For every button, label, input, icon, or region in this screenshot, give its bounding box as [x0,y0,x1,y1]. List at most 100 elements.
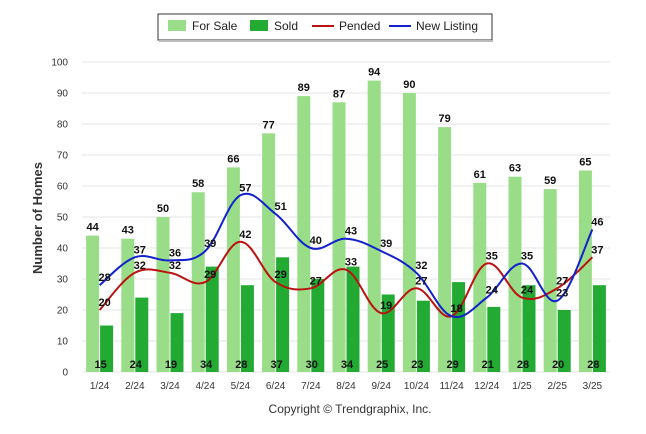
sold-label: 15 [94,359,106,371]
pended-label: 32 [134,260,146,272]
sold-bar [100,325,114,372]
x-axis-ticks: 1/24 2/24 3/24 4/24 5/24 6/24 7/24 8/24 9/24 10/2… [90,381,603,392]
for-sale-label: 87 [333,88,345,100]
y-tick-label: 0 [62,368,68,379]
y-axis-ticks: 0 10 20 30 40 50 60 70 80 90 100 [51,58,68,379]
y-tick-label: 60 [57,182,69,193]
for-sale-bar [578,170,592,372]
sold-bar [557,310,571,372]
y-tick-label: 20 [57,306,69,317]
pended-label: 35 [486,251,498,263]
pended-label: 37 [591,244,603,256]
sold-label: 28 [587,359,599,371]
new-listing-label: 23 [556,288,568,300]
for-sale-label: 59 [544,175,556,187]
for-sale-bar [226,167,240,372]
sold-label: 28 [517,359,529,371]
y-tick-label: 30 [57,275,69,286]
pended-label: 27 [556,275,568,287]
new-listing-label: 36 [169,247,181,259]
new-listing-label: 46 [591,216,603,228]
for-sale-label: 90 [403,79,415,91]
lines [98,192,594,319]
pended-label: 18 [450,303,462,315]
sold-label: 25 [376,359,388,371]
for-sale-bar [262,133,276,372]
sold-bar [276,257,290,372]
pended-label: 27 [415,275,427,287]
for-sale-bar [473,182,487,372]
for-sale-bar [86,235,100,372]
new-listing-label: 51 [274,201,286,213]
sold-bar [487,306,501,372]
sold-label: 37 [270,359,282,371]
new-listing-label: 37 [134,244,146,256]
y-tick-label: 80 [57,120,69,131]
for-sale-label: 79 [438,113,450,125]
x-tick-label: 10/24 [404,381,429,392]
for-sale-bar [543,189,557,372]
x-tick-label: 1/24 [90,381,110,392]
new-listing-label: 40 [310,235,322,247]
legend-swatch [250,20,268,31]
sold-label: 24 [130,359,143,371]
pended-label: 24 [521,285,534,297]
sold-label: 21 [482,359,494,371]
gridlines [82,61,610,373]
x-tick-label: 3/25 [583,381,603,392]
sold-bar [170,313,184,372]
x-tick-label: 9/24 [371,381,391,392]
new-listing-label: 35 [521,251,533,263]
for-sale-bar [367,80,381,372]
for-sale-bar [191,192,205,372]
pended-label: 29 [274,269,286,281]
sold-label: 34 [200,359,213,371]
sold-bar [135,297,149,372]
x-tick-label: 6/24 [266,381,286,392]
for-sale-label: 77 [262,119,274,131]
x-tick-label: 2/25 [547,381,567,392]
new-listing-label: 32 [415,260,427,272]
for-sale-label: 43 [122,225,134,237]
for-sale-label: 66 [227,153,239,165]
new-listing-label: 43 [345,226,357,238]
legend-label: Sold [274,19,298,33]
sold-bar [416,300,430,372]
new-listing-label: 39 [380,238,392,250]
sold-label: 20 [552,359,564,371]
x-tick-label: 11/24 [439,381,464,392]
legend-label: New Listing [416,19,478,33]
pended-label: 19 [380,300,392,312]
for-sale-bar [438,127,452,372]
sold-bar [240,285,254,372]
new-listing-label: 24 [486,285,499,297]
pended-label: 29 [204,269,216,281]
for-sale-label: 94 [368,67,381,79]
sold-bar [205,266,219,372]
legend-label: Pended [339,19,380,33]
new-listing-label: 57 [239,182,251,194]
new-listing-label: 39 [204,238,216,250]
sold-bar [311,279,325,372]
x-tick-label: 5/24 [231,381,251,392]
legend-label: For Sale [192,19,238,33]
x-tick-label: 12/24 [474,381,499,392]
for-sale-bar [402,93,416,372]
pended-label: 27 [310,275,322,287]
x-tick-label: 4/24 [195,381,215,392]
for-sale-label: 89 [298,82,310,94]
for-sale-label: 61 [474,169,486,181]
x-tick-label: 7/24 [301,381,321,392]
pended-label: 32 [169,260,181,272]
sold-label: 34 [341,359,354,371]
pended-line [98,240,594,318]
y-tick-label: 70 [57,151,69,162]
sold-label: 23 [411,359,423,371]
new-listing-label: 18 [450,303,462,315]
for-sale-bar [121,238,135,372]
bars [86,80,606,373]
sold-bar [592,285,606,372]
sold-label: 19 [165,359,177,371]
x-tick-label: 3/24 [160,381,180,392]
for-sale-bar [156,217,170,372]
